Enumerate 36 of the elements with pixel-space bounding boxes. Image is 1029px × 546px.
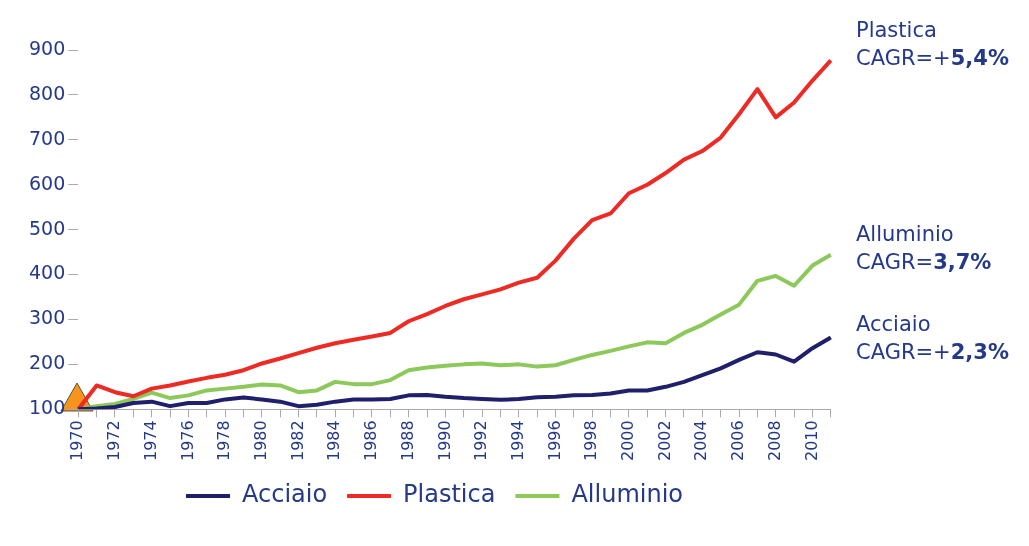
- legend-label: Plastica: [403, 480, 496, 509]
- legend-label: Alluminio: [571, 480, 684, 509]
- y-tick-label: 500: [29, 216, 66, 239]
- y-tick-label: 400: [29, 261, 66, 284]
- x-tick-label: 1982: [287, 420, 307, 461]
- text: Alluminio CAGR=3,7%: [856, 221, 992, 276]
- text: Acciaio CAGR=+2,3%: [856, 311, 1009, 366]
- x-tick-label: 2010: [801, 420, 821, 461]
- legend-label: Acciaio: [241, 480, 328, 509]
- x-tick-label: 1978: [214, 420, 234, 461]
- y-tick-label: 100: [29, 396, 66, 419]
- x-tick-label: 1984: [324, 420, 344, 461]
- x-tick-label: 2000: [618, 420, 638, 461]
- x-tick-label: 1994: [507, 420, 527, 461]
- y-tick-label: 300: [29, 306, 66, 329]
- x-tick-label: 1990: [434, 420, 454, 461]
- x-tick-label: 1986: [361, 420, 381, 461]
- x-tick-label: 1980: [250, 420, 270, 461]
- y-tick-label: 700: [29, 126, 66, 149]
- x-tick-label: 1970: [67, 420, 87, 461]
- text: Plastica CAGR=+5,4%: [856, 17, 1009, 72]
- x-tick-label: 1988: [397, 420, 417, 461]
- x-tick-label: 2004: [691, 420, 711, 461]
- y-tick-label: 900: [29, 36, 66, 59]
- y-tick-label: 600: [29, 171, 66, 194]
- x-tick-label: 1974: [140, 420, 160, 461]
- x-tick-label: 1976: [177, 420, 197, 461]
- x-tick-label: 2002: [654, 420, 674, 461]
- x-tick-label: 1996: [544, 420, 564, 461]
- x-tick-label: 1992: [471, 420, 491, 461]
- x-tick-label: 2006: [728, 420, 748, 461]
- x-tick-label: 1998: [581, 420, 601, 461]
- y-tick-label: 800: [29, 81, 66, 104]
- x-tick-label: 2008: [764, 420, 784, 461]
- y-tick-label: 200: [29, 351, 66, 374]
- x-tick-label: 1972: [104, 420, 124, 461]
